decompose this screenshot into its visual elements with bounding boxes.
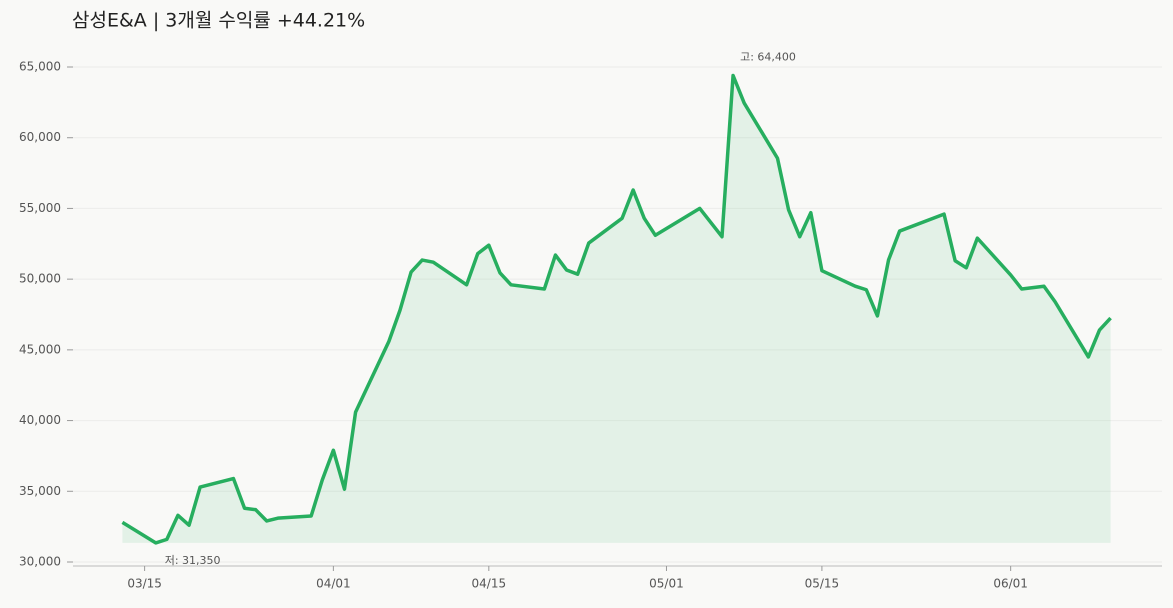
y-tick-label: 65,000	[19, 60, 61, 74]
y-tick-label: 30,000	[19, 555, 61, 569]
x-tick-label: 05/15	[805, 577, 840, 591]
y-tick-label: 45,000	[19, 342, 61, 356]
x-tick-label: 03/15	[127, 577, 162, 591]
y-tick-label: 35,000	[19, 484, 61, 498]
x-tick-label: 06/01	[993, 577, 1028, 591]
low-annotation: 저: 31,350	[165, 554, 221, 567]
x-tick-label: 04/01	[316, 577, 351, 591]
y-tick-label: 50,000	[19, 272, 61, 286]
y-tick-label: 40,000	[19, 413, 61, 427]
x-tick-label: 04/15	[472, 577, 507, 591]
high-annotation: 고: 64,400	[740, 50, 796, 63]
y-tick-label: 55,000	[19, 201, 61, 215]
line	[121, 73, 1112, 545]
x-tick-label: 05/01	[649, 577, 684, 591]
area	[122, 75, 1111, 543]
chart-title: 삼성E&A | 3개월 수익률 +44.21%	[72, 10, 365, 32]
y-tick-label: 60,000	[19, 130, 61, 144]
